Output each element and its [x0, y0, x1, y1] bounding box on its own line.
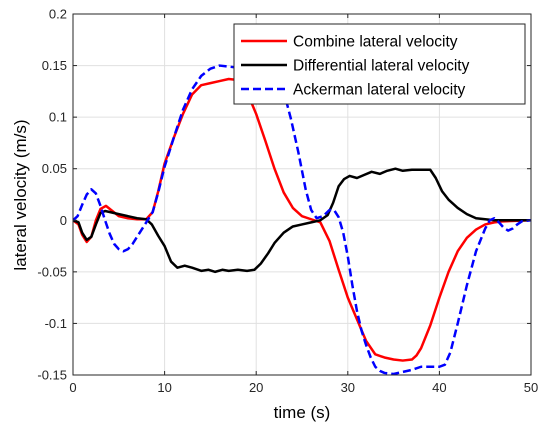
y-tick-labels: -0.15 -0.1 -0.05 0 0.05 0.1 0.15 0.2: [37, 7, 67, 383]
series-line-3: [73, 64, 531, 375]
series-layer: [73, 64, 531, 375]
x-tick-label: 0: [69, 380, 76, 395]
y-tick-label: 0: [60, 213, 67, 228]
y-tick-label: 0.05: [42, 161, 67, 176]
legend-label: Differential lateral velocity: [293, 58, 470, 75]
x-tick-label: 10: [157, 380, 171, 395]
x-tick-label: 50: [524, 380, 538, 395]
legend-label: Ackerman lateral velocity: [293, 82, 466, 99]
legend-items: Combine lateral velocity Differential lat…: [241, 34, 470, 99]
legend: Combine lateral velocity Differential lat…: [233, 23, 526, 105]
x-tick-labels: 0 10 20 30 40 50: [69, 380, 538, 395]
y-tick-label: 0.2: [49, 7, 67, 22]
y-tick-label: 0.1: [49, 110, 67, 125]
series-line-2: [73, 167, 531, 274]
x-tick-label: 30: [341, 380, 355, 395]
tick-marks: [72, 13, 532, 376]
y-tick-label: -0.1: [45, 316, 67, 331]
series-line-1: [73, 77, 531, 362]
x-tick-label: 40: [432, 380, 446, 395]
y-tick-label: -0.15: [37, 368, 67, 383]
x-tick-label: 20: [249, 380, 263, 395]
y-tick-label: -0.05: [37, 264, 67, 279]
legend-label: Combine lateral velocity: [293, 34, 458, 51]
plot-frame: [72, 13, 532, 376]
y-axis-label: lateral velocity (m/s): [11, 119, 30, 270]
y-tick-label: 0.15: [42, 58, 67, 73]
x-axis-label: time (s): [274, 403, 331, 422]
